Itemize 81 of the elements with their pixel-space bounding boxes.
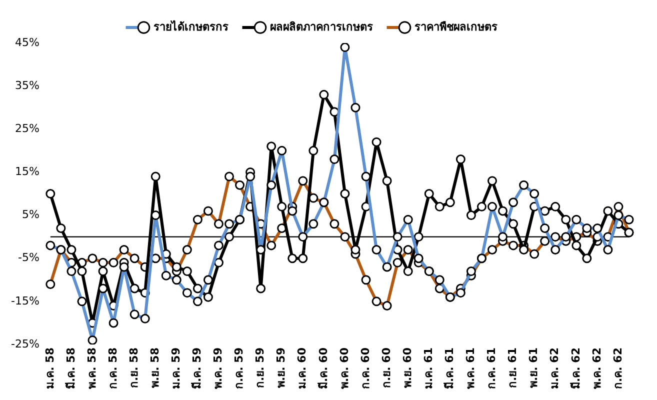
x-tick-label: ก.ค. 59 <box>232 348 246 390</box>
point <box>130 284 140 294</box>
point <box>572 240 582 250</box>
legend-label: รายได้เกษตรกร <box>153 19 228 34</box>
point <box>466 210 476 220</box>
x-tick-label: พ.ย. 59 <box>274 348 288 388</box>
point <box>382 176 392 186</box>
point <box>582 254 592 264</box>
point <box>403 266 413 276</box>
point <box>319 90 329 100</box>
x-tick-label: ก.ย. 59 <box>254 348 267 388</box>
x-tick-label: ก.ย. 60 <box>380 347 393 388</box>
point <box>540 206 550 216</box>
y-tick-label: 5% <box>22 208 40 222</box>
x-tick-label: ม.ค. 59 <box>170 348 183 390</box>
x-tick-label: มี.ค. 61 <box>443 348 456 390</box>
point <box>182 266 192 276</box>
point <box>519 244 529 254</box>
point <box>150 172 160 182</box>
point <box>550 202 560 212</box>
y-tick-label: 15% <box>14 165 40 178</box>
x-tick-label: ม.ค. 60 <box>296 347 309 390</box>
x-tick-label: มี.ค. 58 <box>64 348 78 390</box>
x-tick-label: พ.ค. 61 <box>464 348 478 390</box>
x-tick-label: พ.ค. 59 <box>212 348 225 390</box>
x-tick-label: ก.ค. 60 <box>358 347 372 390</box>
y-tick-label: 35% <box>14 78 40 92</box>
point <box>224 232 234 242</box>
point <box>203 292 213 302</box>
point <box>288 254 298 264</box>
x-tick-label: มี.ค. 60 <box>316 347 330 390</box>
point <box>172 262 182 272</box>
point <box>277 202 287 212</box>
x-tick-label: มี.ค. 59 <box>190 348 204 390</box>
point <box>308 146 318 156</box>
x-tick-label: พ.ค. 60 <box>338 347 351 390</box>
point <box>456 154 466 164</box>
point <box>46 189 56 199</box>
x-tick-label: มี.ค. 62 <box>569 348 582 390</box>
y-tick-label: -15% <box>10 294 40 308</box>
point <box>603 206 613 216</box>
x-tick-label: ก.ย. 58 <box>127 348 140 388</box>
x-tick-label: ก.ค. 61 <box>485 348 498 390</box>
y-tick-label: 45% <box>14 36 40 49</box>
x-tick-label: ก.ค. 62 <box>611 348 624 390</box>
point <box>434 202 444 212</box>
y-tick-label: -5% <box>18 251 40 264</box>
x-tick-label: พ.ย. 61 <box>527 348 540 388</box>
x-tick-label: พ.ค. 58 <box>85 348 98 390</box>
x-tick-label: พ.ย. 58 <box>148 348 162 388</box>
point <box>66 244 76 254</box>
point <box>445 198 455 208</box>
point <box>476 202 486 212</box>
point <box>77 266 87 276</box>
y-tick-label: 25% <box>14 122 40 136</box>
point <box>56 223 66 233</box>
point <box>487 176 497 186</box>
point <box>192 284 202 294</box>
point <box>298 254 308 264</box>
point <box>561 214 571 224</box>
x-tick-label: พ.ย. 60 <box>400 347 414 388</box>
point <box>508 219 518 229</box>
point <box>414 232 424 242</box>
point <box>350 244 360 254</box>
point <box>266 142 276 152</box>
point <box>214 258 224 268</box>
x-tick-label: ก.ย. 61 <box>506 348 520 388</box>
point <box>424 189 434 199</box>
point <box>340 189 350 199</box>
y-tick-label: -25% <box>10 337 40 350</box>
x-tick-label: ม.ค. 58 <box>43 348 56 390</box>
x-tick-label: ม.ค. 61 <box>422 348 435 390</box>
legend-label: ผลผลิตภาคการเกษตร <box>270 20 373 34</box>
point <box>372 137 382 147</box>
x-tick-label: ม.ค. 62 <box>548 348 562 390</box>
point <box>98 266 108 276</box>
x-tick-label: พ.ค. 62 <box>590 348 604 390</box>
point <box>256 284 266 294</box>
x-tick-label: ก.ค. 58 <box>106 348 120 390</box>
point <box>498 206 508 216</box>
legend-label: ราคาพืชผลเกษตร <box>414 20 498 34</box>
